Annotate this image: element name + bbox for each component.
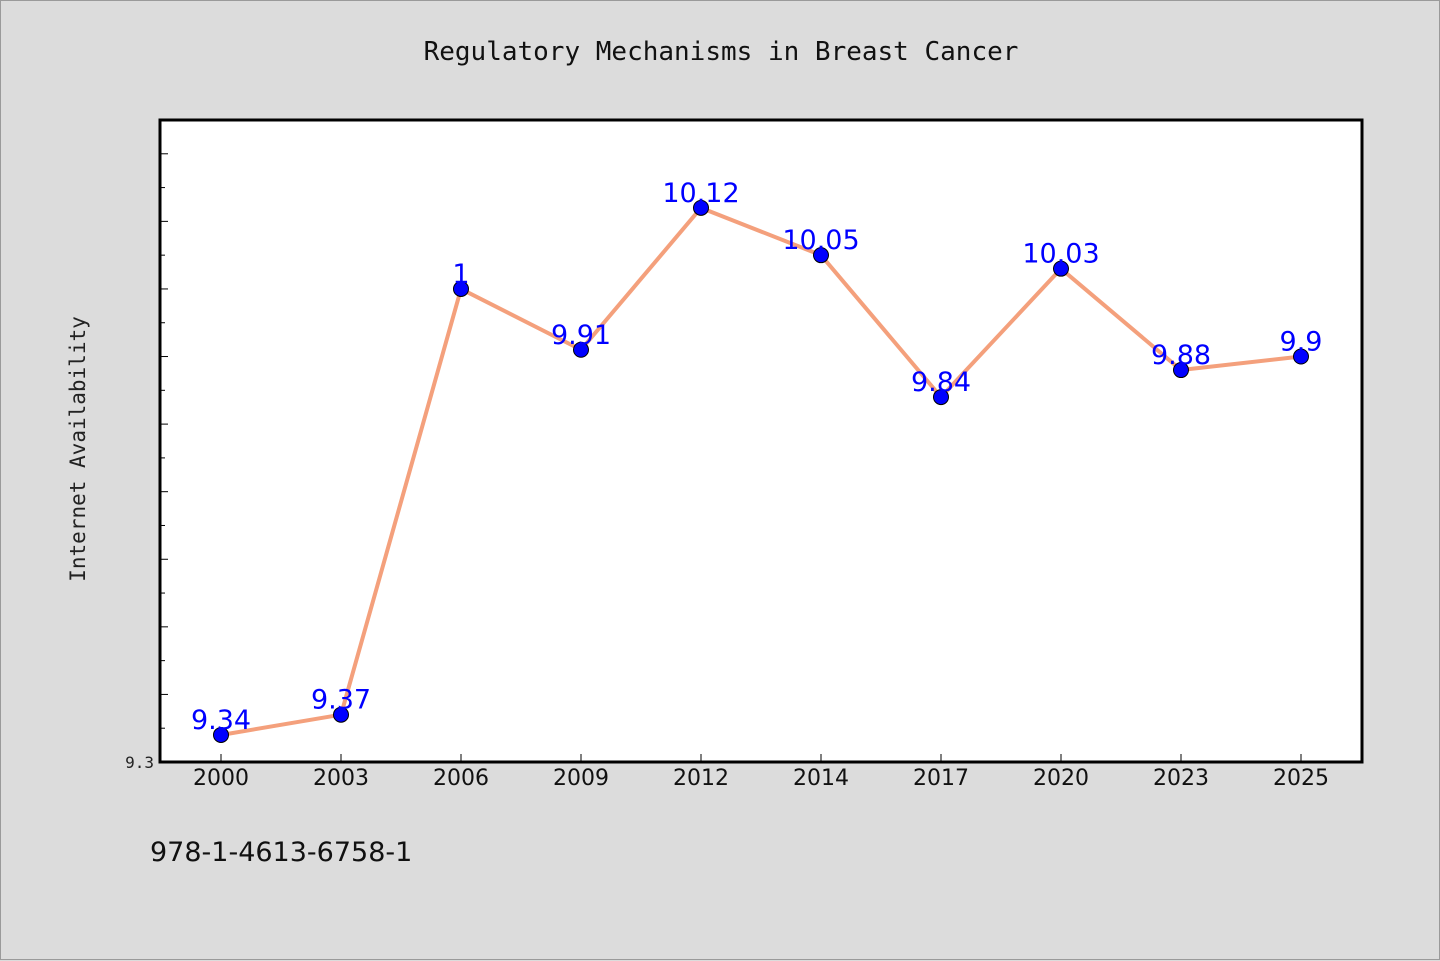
data-label: 1 (452, 259, 469, 290)
data-label: 9.34 (191, 705, 251, 736)
x-tick-label: 2023 (1153, 766, 1209, 791)
data-point (1173, 362, 1189, 379)
data-point (453, 280, 469, 297)
isbn-text: 978-1-4613-6758-1 (150, 837, 413, 868)
data-label: 9.91 (551, 320, 611, 351)
data-point (213, 726, 229, 743)
data-point (1293, 348, 1309, 365)
data-label: 10.12 (662, 178, 739, 209)
series-line (219, 205, 1303, 737)
data-label: 9.9 (1280, 327, 1323, 358)
data-point (933, 389, 949, 406)
data-label: 9.84 (911, 367, 971, 398)
data-labels: 9.34 9.37 1 9.91 10.12 10.05 9.84 10.03 9.88 9.9 (191, 178, 1323, 736)
series-line-group (219, 205, 1303, 737)
data-label: 10.05 (782, 225, 859, 256)
data-point (333, 706, 349, 723)
y-tick-label: 9.3 (125, 753, 154, 772)
data-label: 9.37 (311, 685, 371, 716)
x-tick-label: 2014 (793, 766, 849, 791)
chart-title: Regulatory Mechanisms in Breast Cancer (423, 37, 1019, 67)
x-tick-label: 2006 (433, 766, 489, 791)
x-tick-label: 2012 (673, 766, 729, 791)
data-label: 9.88 (1151, 340, 1211, 371)
plot-area (158, 118, 1364, 764)
x-tick-label: 2017 (913, 766, 969, 791)
x-tick-label: 2000 (193, 766, 249, 791)
x-tick-label: 2003 (313, 766, 369, 791)
data-label: 10.03 (1022, 239, 1099, 270)
x-tick-label: 2020 (1033, 766, 1089, 791)
data-point (693, 199, 709, 216)
y-axis-ticks: 9.3 (125, 119, 168, 772)
data-markers (213, 199, 1309, 743)
x-axis-ticks: 2000 2003 2006 2009 2012 2014 2017 2020 2023 2025 (193, 754, 1329, 791)
x-tick-label: 2025 (1273, 766, 1329, 791)
data-point (573, 341, 589, 358)
data-point (1053, 260, 1069, 277)
data-point (813, 247, 829, 264)
x-tick-label: 2009 (553, 766, 609, 791)
